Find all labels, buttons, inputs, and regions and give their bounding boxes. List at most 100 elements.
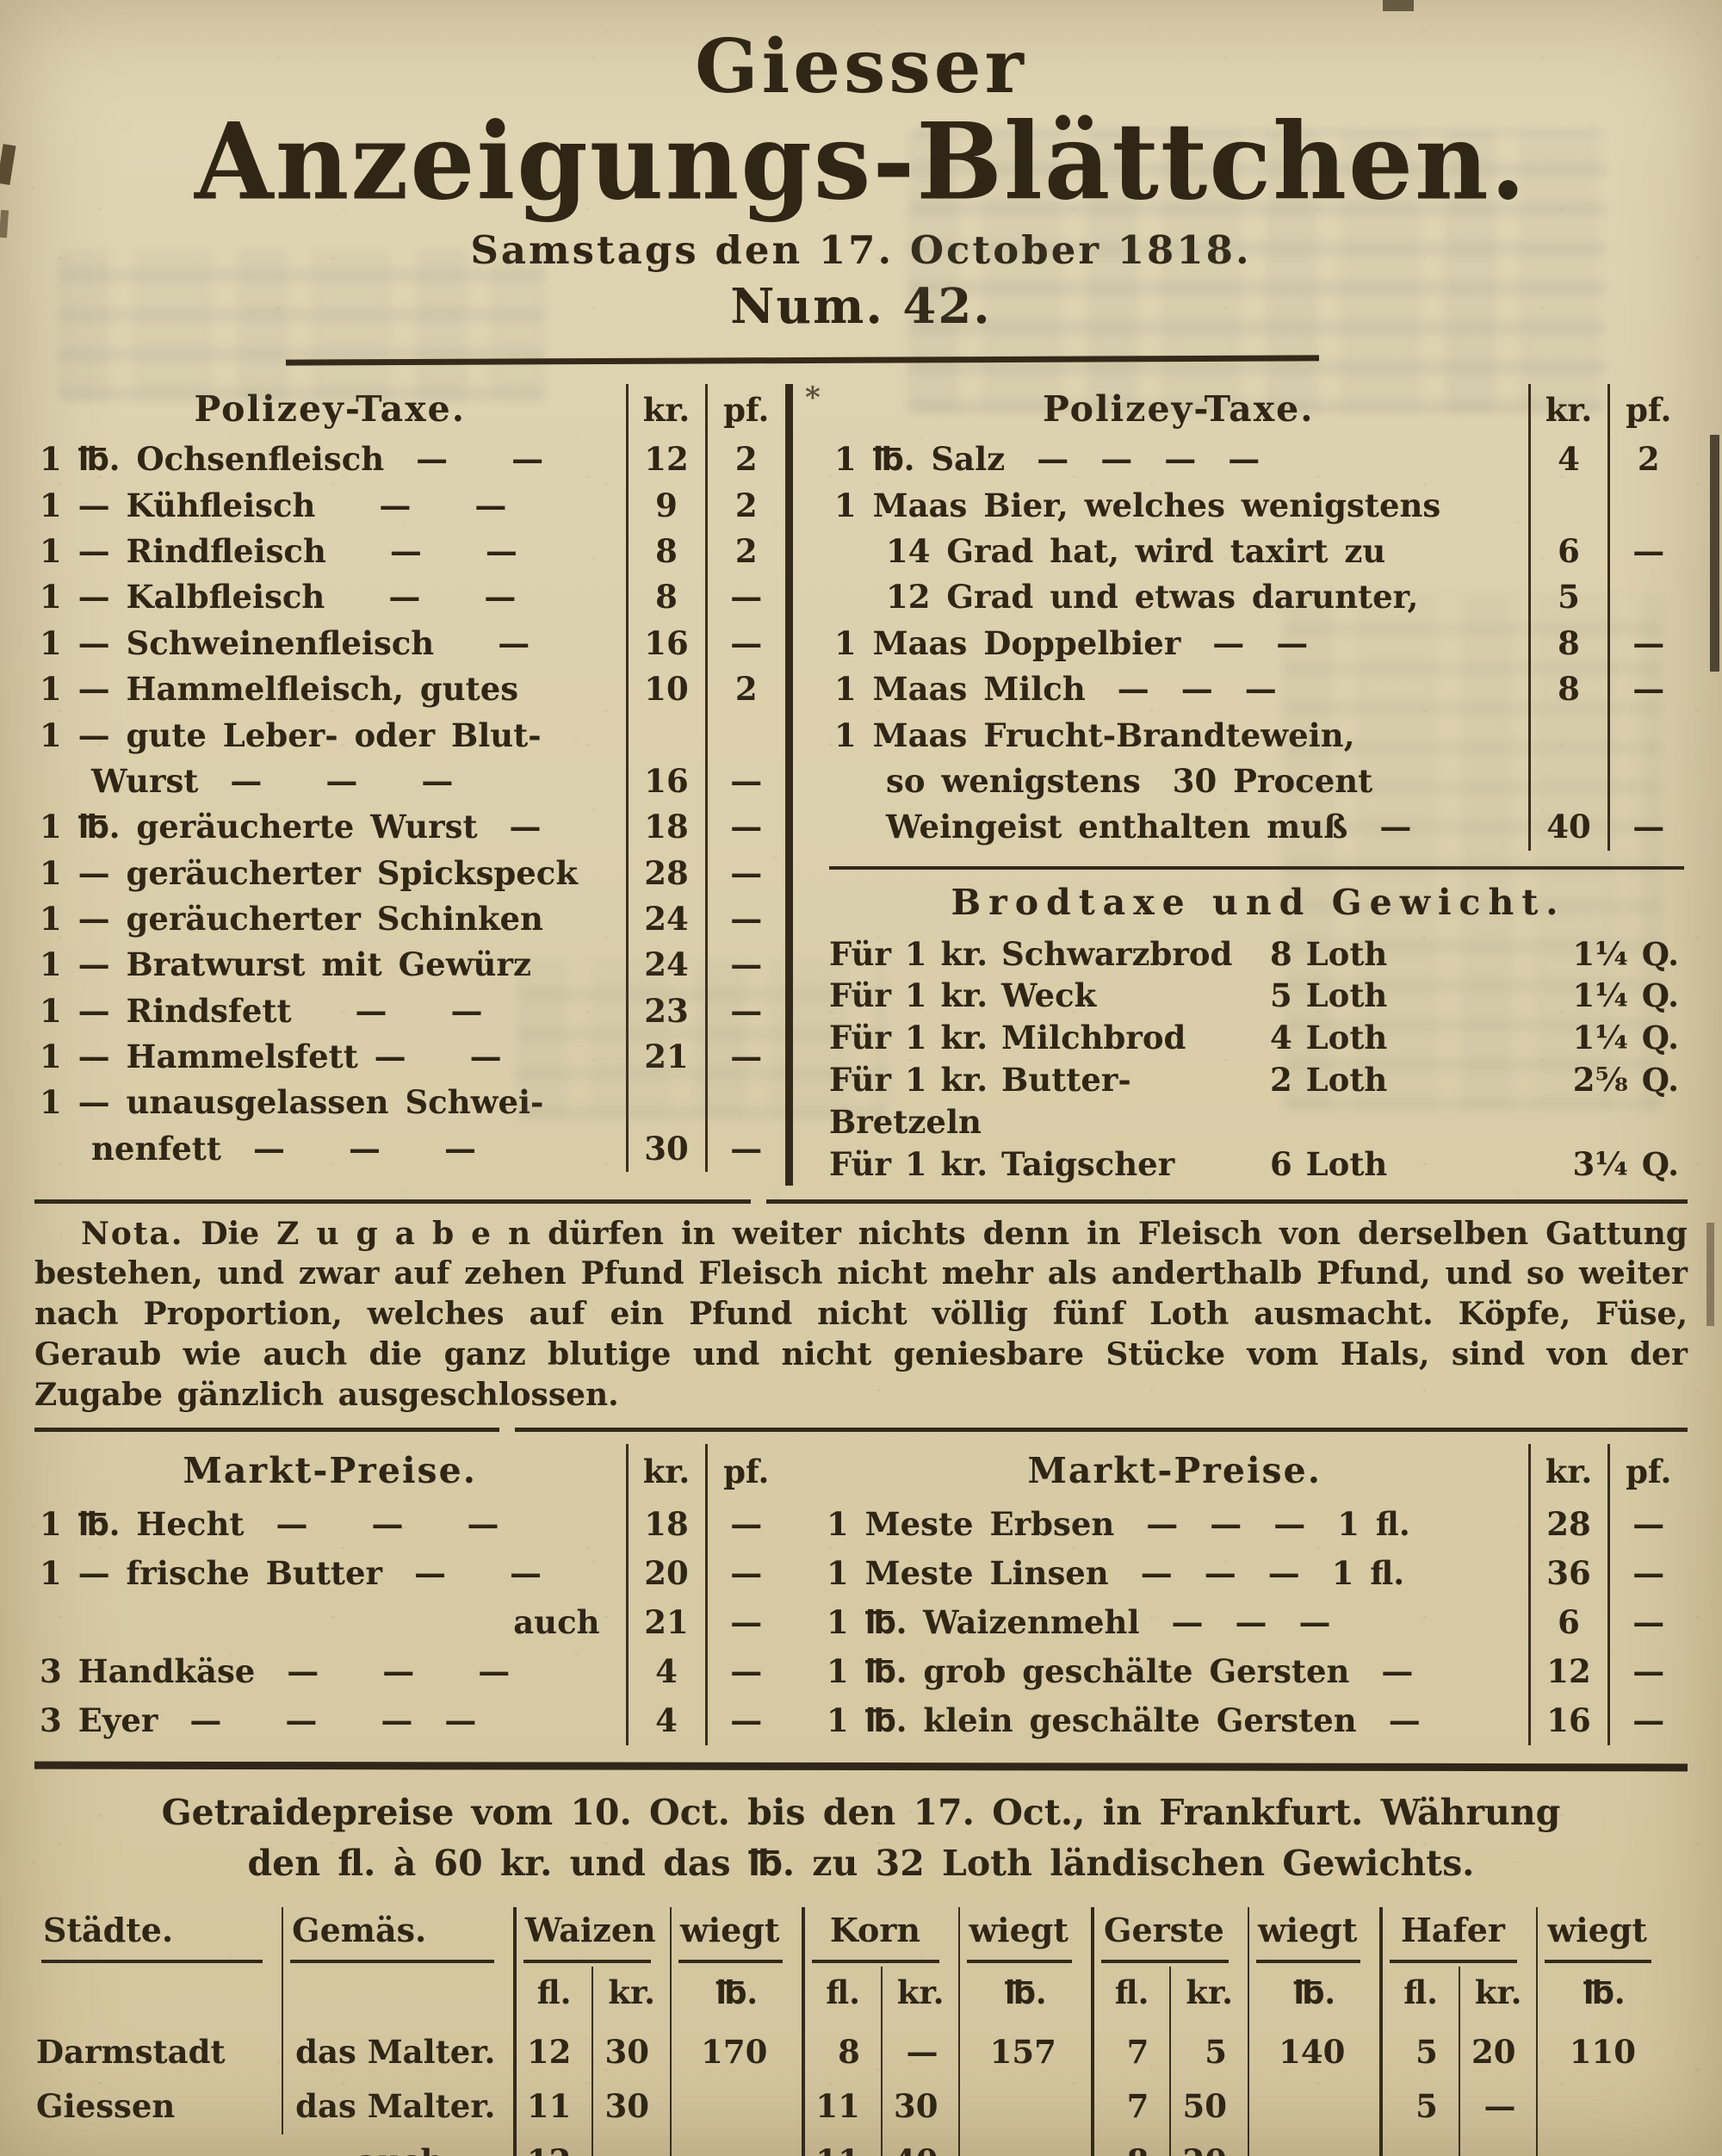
group-header-korn: Korn xyxy=(802,1906,960,1967)
price-row: 1 Maas Bier, welches wenigstens xyxy=(829,482,1688,530)
price-row: 1 — Rindfleisch — — 8 2 xyxy=(34,529,785,575)
grain-price-table: Städte. Gemäs. Waizen wiegt Korn wiegt G… xyxy=(34,1906,1670,2156)
price-kreuzer: 5 xyxy=(1527,574,1608,621)
brodtaxe-label: Für 1 kr. Butter-Bretzeln xyxy=(829,1061,1131,1141)
price-pfennig: — xyxy=(1607,1598,1688,1648)
korn-kr: 40 xyxy=(880,2134,960,2156)
brodtaxe-row: Für 1 kr. Butter-Bretzeln 2 Loth 2⅝ Q. xyxy=(829,1059,1688,1143)
price-pfennig: — xyxy=(1607,1647,1688,1697)
price-row: 1 — unausgelassen Schwei- xyxy=(34,1080,785,1126)
price-pfennig: — xyxy=(704,1696,785,1746)
price-row: 1 — gute Leber- oder Blut- xyxy=(34,712,785,759)
hafer-fl: — xyxy=(1379,2134,1459,2156)
price-kreuzer: 8 xyxy=(625,574,706,621)
price-row: 1 — Hammelfleisch, gutes 10 2 xyxy=(34,666,785,713)
city-name xyxy=(34,2134,282,2156)
price-row: 1 — Kalbfleisch — — 8 — xyxy=(34,574,785,621)
price-kreuzer: 6 xyxy=(1527,1598,1608,1648)
brodtaxe-label: Für 1 kr. Schwarzbrod xyxy=(829,934,1233,973)
group-header-gerste: Gerste xyxy=(1090,1906,1248,1967)
subheader-kr: kr. xyxy=(1169,1966,1248,2025)
masthead: Giesser Anzeigungs-Blättchen. Samstags d… xyxy=(34,29,1688,335)
price-row: 1 Meste Erbsen — — — 1 fl. 28 — xyxy=(821,1500,1688,1550)
subheader-pfund: ℔. xyxy=(1536,1966,1670,2025)
brodtaxe-weight-quent: 1¼ Q. xyxy=(1572,934,1680,973)
nota-paragraph: Nota. Die Z u g a b e n dürfen in weiter… xyxy=(34,1214,1688,1416)
price-kreuzer: 8 xyxy=(1527,666,1608,713)
price-item-label: 1 ℔. Salz — — — — xyxy=(834,440,1261,479)
price-kreuzer: 21 xyxy=(625,1034,706,1081)
column-header-kreuzer: kr. xyxy=(1527,1443,1608,1501)
subheader-fl: fl. xyxy=(802,1966,882,2025)
markt-preise-right-table: Markt-Preise. kr. pf. 1 Meste Erbsen — —… xyxy=(821,1443,1688,1746)
price-item-label: 1 — Rindfleisch — — xyxy=(40,532,517,571)
brodtaxe-weight-loth: 5 Loth xyxy=(1270,976,1388,1015)
price-row: 1 ℔. klein geschälte Gersten — 16 — xyxy=(821,1696,1688,1746)
price-row: nenfett — — — 30 — xyxy=(34,1125,785,1173)
subheader-kr: kr. xyxy=(592,1966,671,2025)
grain-group-header-row: Städte. Gemäs. Waizen wiegt Korn wiegt G… xyxy=(34,1906,1670,1967)
column-header-pfennig: pf. xyxy=(704,1443,785,1501)
price-item-label: 1 — Kalbfleisch — — xyxy=(40,578,517,616)
brodtaxe-weight-loth: 4 Loth xyxy=(1270,1019,1388,1057)
price-item-label: 1 ℔. Ochsenfleisch — — xyxy=(40,440,544,479)
price-kreuzer: 4 xyxy=(1527,437,1608,483)
subheader-pfund: ℔. xyxy=(1247,1966,1382,2025)
price-kreuzer: 4 xyxy=(625,1696,706,1746)
korn-wiegt: 157 xyxy=(958,2024,1093,2080)
price-row: 1 ℔. geräucherte Wurst — 18 — xyxy=(34,804,785,851)
price-item-label: 1 — geräucherter Spickspeck xyxy=(40,853,578,892)
price-item-label: 1 — geräucherter Schinken xyxy=(40,899,543,938)
group-header-wiegt: wiegt xyxy=(958,1906,1093,1967)
waizen-kr: 30 xyxy=(592,2079,671,2134)
price-pfennig: — xyxy=(704,620,785,667)
price-row: 1 ℔. Hecht — — — 18 — xyxy=(34,1500,785,1550)
price-pfennig: — xyxy=(704,895,785,943)
price-kreuzer: 23 xyxy=(625,988,706,1035)
city-name: Darmstadt xyxy=(36,2032,226,2071)
price-row: 1 ℔. Ochsenfleisch — — 12 2 xyxy=(34,437,785,483)
price-pfennig: 2 xyxy=(704,437,785,483)
subheader-fl: fl. xyxy=(1379,1966,1459,2025)
price-item-label: so wenigstens 30 Procent xyxy=(886,761,1373,800)
table-header-row: Markt-Preise. kr. pf. xyxy=(821,1443,1688,1501)
column-header-staedte: Städte. xyxy=(34,1907,282,1967)
table-title: Markt-Preise. xyxy=(183,1449,477,1491)
price-kreuzer: 30 xyxy=(625,1125,706,1173)
price-item-label: 1 Meste Linsen — — — 1 fl. xyxy=(827,1554,1405,1593)
page-edge-shadow xyxy=(1707,1223,1714,1326)
section-rule xyxy=(34,1762,1688,1772)
column-header-kreuzer: kr. xyxy=(1527,383,1608,437)
masthead-rule xyxy=(285,355,1320,366)
price-row: auch 21 — xyxy=(34,1598,785,1648)
price-item-label: 3 Handkäse — — — xyxy=(40,1652,511,1691)
price-row: 1 ℔. grob geschälte Gersten — 12 — xyxy=(821,1647,1688,1697)
price-item-label: 1 Maas Frucht-Brandtewein, xyxy=(834,716,1355,754)
price-pfennig: — xyxy=(704,1125,785,1173)
price-kreuzer: 40 xyxy=(1527,804,1608,851)
price-row: Wurst — — — 16 — xyxy=(34,758,785,805)
price-row: 1 Meste Linsen — — — 1 fl. 36 — xyxy=(821,1549,1688,1599)
price-item-label: 1 — unausgelassen Schwei- xyxy=(40,1083,544,1122)
price-item-label: 1 Maas Bier, welches wenigstens xyxy=(834,486,1441,524)
korn-fl: 11 xyxy=(802,2134,882,2156)
price-item-label: 14 Grad hat, wird taxirt zu xyxy=(886,532,1386,571)
column-header-kreuzer: kr. xyxy=(625,383,706,437)
price-pfennig: — xyxy=(704,942,785,988)
markt-preise-section: Markt-Preise. kr. pf. 1 ℔. Hecht — — — 1… xyxy=(34,1443,1688,1746)
price-item-label: Wurst — — — xyxy=(91,761,454,800)
price-row: 1 Maas Milch — — — 8 — xyxy=(829,666,1688,713)
price-kreuzer xyxy=(1527,482,1608,530)
price-pfennig: 2 xyxy=(1607,437,1688,483)
price-row: 1 — Hammelsfett — — 21 — xyxy=(34,1034,785,1081)
brodtaxe-row: Für 1 kr. Weck 5 Loth 1¼ Q. xyxy=(829,975,1688,1017)
price-item-label: 3 Eyer — — — — xyxy=(40,1701,477,1740)
grain-city-row: Giessen das Malter. 11 30 11 30 7 50 5 — xyxy=(34,2079,1670,2134)
price-row: 1 Maas Doppelbier — — 8 — xyxy=(829,620,1688,667)
price-kreuzer: 10 xyxy=(625,666,706,713)
price-pfennig: — xyxy=(704,1034,785,1081)
price-row: 3 Handkäse — — — 4 — xyxy=(34,1647,785,1697)
section-separator xyxy=(34,1199,1688,1204)
price-item-label: Weingeist enthalten muß — xyxy=(886,808,1412,846)
